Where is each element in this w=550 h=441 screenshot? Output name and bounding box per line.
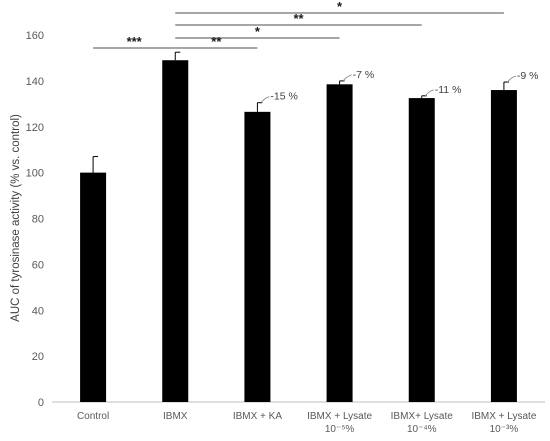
- y-tick-label: 60: [32, 259, 44, 271]
- y-tick-label: 120: [26, 122, 44, 134]
- y-tick-label: 20: [32, 351, 44, 363]
- category-label: IBMX: [163, 411, 188, 422]
- category-label-line2: 10⁻⁵%: [325, 424, 355, 435]
- category-label: IBMX + KA: [233, 411, 283, 422]
- y-tick-label: 160: [26, 30, 44, 42]
- bar: [162, 60, 189, 402]
- y-tick-label: 40: [32, 305, 44, 317]
- category-label: Control: [77, 411, 109, 422]
- data-label: -15 %: [270, 91, 297, 103]
- y-axis-title-group: AUC of tyrosinase activity (% vs. contro…: [10, 114, 22, 322]
- category-label: IBMX+ Lysate: [391, 411, 454, 422]
- y-tick-label: 0: [38, 397, 44, 409]
- y-tick-label: 100: [26, 168, 44, 180]
- data-label-leader: [260, 96, 270, 104]
- significance-label: *: [255, 24, 261, 39]
- data-label: -11 %: [435, 84, 462, 96]
- data-label-leader: [342, 74, 352, 83]
- category-label: IBMX + Lysate: [471, 411, 536, 422]
- bar: [80, 172, 107, 402]
- bars: -15 % -7 % -11 % -9 %: [80, 51, 539, 403]
- y-tick-label: 80: [32, 214, 44, 226]
- bar: [326, 84, 353, 403]
- y-axis-title: AUC of tyrosinase activity (% vs. contro…: [10, 114, 22, 322]
- category-label: IBMX + Lysate: [307, 411, 372, 422]
- bar: [408, 98, 435, 402]
- category-label-line2: 10⁻³%: [490, 424, 519, 435]
- bar: [244, 111, 271, 402]
- significance-label: **: [293, 11, 304, 26]
- data-label: -7 %: [353, 69, 375, 81]
- significance-brackets: *** ******: [93, 0, 504, 49]
- significance-label: *: [337, 0, 343, 14]
- significance-label: ***: [127, 34, 143, 49]
- y-axis-ticks: 0 20 40 60 80 100 120 140 160: [26, 30, 44, 409]
- data-label-leader: [506, 75, 517, 84]
- category-label-line2: 10⁻⁴%: [407, 424, 437, 435]
- bar: [490, 90, 517, 403]
- y-tick-label: 140: [26, 76, 44, 88]
- significance-label: **: [211, 34, 222, 49]
- data-label: -9 %: [517, 70, 539, 82]
- category-labels: Control IBMX IBMX + KA IBMX + Lysate 10⁻⁵% IB…: [77, 411, 537, 435]
- data-label-leader: [424, 89, 434, 97]
